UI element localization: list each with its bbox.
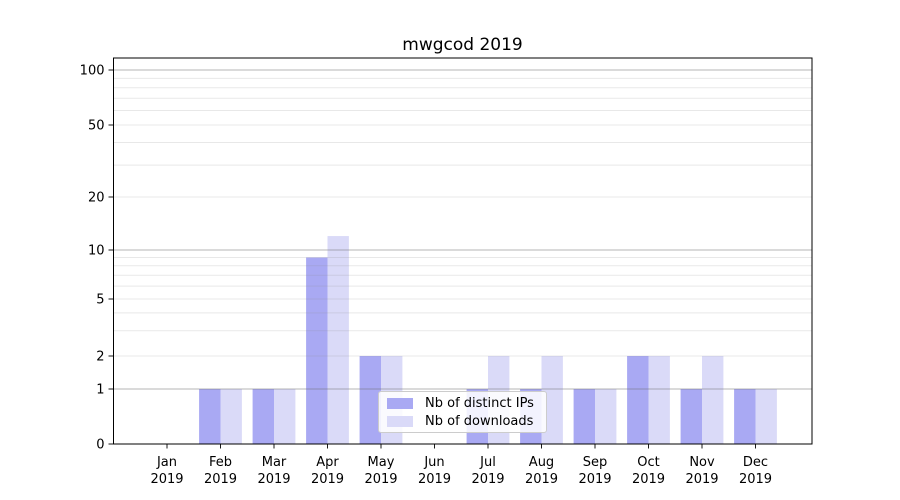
bar-downloads-apr bbox=[327, 236, 349, 444]
x-tick-label-month: Jun bbox=[423, 455, 444, 470]
bar-distinct-ips-oct bbox=[627, 356, 649, 444]
y-tick-label: 1 bbox=[96, 383, 104, 398]
y-tick-label: 0 bbox=[96, 438, 104, 453]
y-tick-label: 20 bbox=[88, 191, 105, 206]
bar-distinct-ips-may bbox=[359, 356, 381, 444]
x-tick-label-month: Dec bbox=[743, 455, 768, 470]
y-tick-label: 50 bbox=[88, 119, 105, 134]
x-tick-label-year: 2019 bbox=[525, 472, 558, 487]
legend-swatch-downloads bbox=[387, 415, 413, 427]
bar-downloads-sep bbox=[595, 389, 617, 444]
y-tick-label: 100 bbox=[80, 64, 105, 79]
x-tick-label-month: Apr bbox=[316, 455, 339, 470]
x-tick-label-month: Jan bbox=[156, 455, 177, 470]
y-tick-label: 10 bbox=[88, 244, 105, 259]
x-tick-label-year: 2019 bbox=[632, 472, 665, 487]
plot-frame bbox=[113, 57, 813, 445]
x-tick-label-year: 2019 bbox=[311, 472, 344, 487]
bar-distinct-ips-feb bbox=[199, 389, 221, 444]
bar-distinct-ips-sep bbox=[573, 389, 595, 444]
bar-distinct-ips-mar bbox=[252, 389, 274, 444]
legend-label-downloads: Nb of downloads bbox=[425, 413, 534, 429]
x-tick-label-year: 2019 bbox=[471, 472, 504, 487]
y-tick-label: 5 bbox=[96, 293, 104, 308]
bar-downloads-dec bbox=[755, 389, 777, 444]
legend: Nb of distinct IPs Nb of downloads bbox=[378, 391, 547, 433]
x-tick-label-year: 2019 bbox=[685, 472, 718, 487]
bar-downloads-feb bbox=[220, 389, 242, 444]
x-tick-label-month: Jul bbox=[479, 455, 496, 470]
x-tick-label-month: Aug bbox=[529, 455, 554, 470]
legend-item-downloads: Nb of downloads bbox=[387, 414, 546, 429]
x-tick-label-month: Feb bbox=[209, 455, 232, 470]
bar-downloads-mar bbox=[274, 389, 296, 444]
x-tick-label-year: 2019 bbox=[578, 472, 611, 487]
legend-item-distinct-ips: Nb of distinct IPs bbox=[387, 396, 546, 411]
x-tick-label-year: 2019 bbox=[257, 472, 290, 487]
y-tick-label: 2 bbox=[96, 350, 104, 365]
bar-downloads-nov bbox=[702, 356, 724, 444]
x-tick-label-year: 2019 bbox=[204, 472, 237, 487]
x-tick-label-year: 2019 bbox=[364, 472, 397, 487]
x-tick-label-year: 2019 bbox=[739, 472, 772, 487]
x-tick-label-month: Mar bbox=[262, 455, 287, 470]
legend-swatch-distinct-ips bbox=[387, 397, 413, 409]
chart-title: mwgcod 2019 bbox=[402, 35, 523, 55]
x-tick-label-month: Oct bbox=[637, 455, 659, 470]
bar-distinct-ips-dec bbox=[734, 389, 756, 444]
bar-distinct-ips-apr bbox=[306, 257, 328, 444]
x-tick-label-year: 2019 bbox=[150, 472, 183, 487]
bar-downloads-oct bbox=[648, 356, 670, 444]
bar-distinct-ips-nov bbox=[680, 389, 702, 444]
x-tick-label-year: 2019 bbox=[418, 472, 451, 487]
x-tick-label-month: Nov bbox=[689, 455, 715, 470]
legend-label-distinct-ips: Nb of distinct IPs bbox=[425, 395, 534, 411]
x-tick-label-month: May bbox=[368, 455, 395, 470]
x-tick-label-month: Sep bbox=[583, 455, 608, 470]
